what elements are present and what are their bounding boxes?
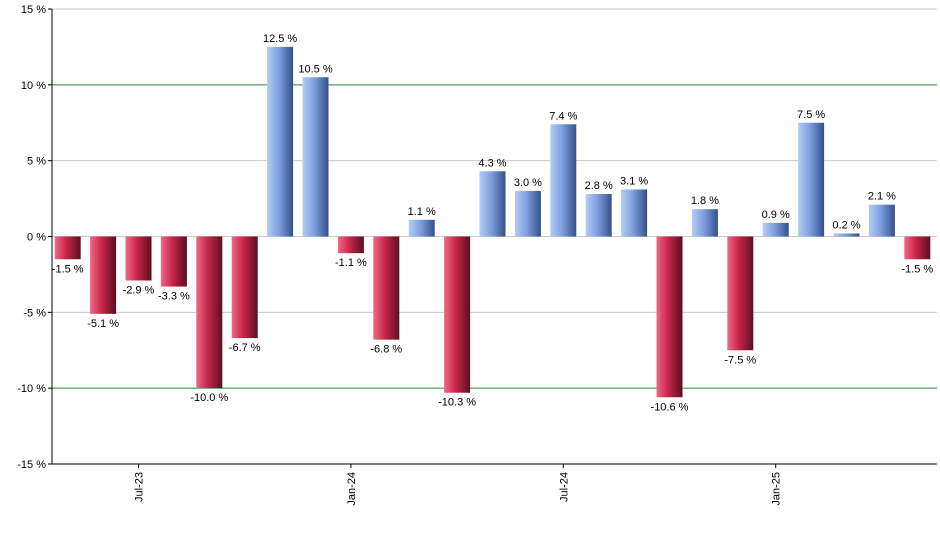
y-tick-label: 15 % xyxy=(21,4,46,16)
bars xyxy=(54,46,931,398)
bar xyxy=(196,236,223,389)
bar xyxy=(54,236,81,260)
bar xyxy=(408,219,435,237)
data-label: -6.7 % xyxy=(229,342,261,354)
data-label: -3.3 % xyxy=(158,291,190,303)
data-label: 1.8 % xyxy=(691,195,719,207)
data-label: -5.1 % xyxy=(87,318,119,330)
data-label: 0.9 % xyxy=(762,209,790,221)
data-label: -2.9 % xyxy=(123,284,155,296)
y-tick-label: -10 % xyxy=(17,383,46,395)
bar xyxy=(302,77,329,237)
data-label: -7.5 % xyxy=(724,354,756,366)
data-label: 2.1 % xyxy=(868,191,896,203)
y-tick-label: -15 % xyxy=(17,459,46,471)
y-tick-label: 10 % xyxy=(21,80,46,92)
data-labels: -1.5 % -5.1 % -2.9 %-3.3 % -10.0 % -6.7 % 12.… xyxy=(52,33,934,413)
bar xyxy=(798,122,825,237)
bar xyxy=(90,236,117,314)
data-label: -10.3 % xyxy=(438,397,476,409)
y-tick-label: 5 % xyxy=(27,156,46,168)
bar xyxy=(656,236,683,398)
bar xyxy=(231,236,258,339)
data-label: 10.5 % xyxy=(298,63,332,75)
bar xyxy=(267,46,294,237)
x-tick-label: Jul-24 xyxy=(558,472,570,502)
x-tick-label: Jul-23 xyxy=(134,472,146,502)
data-label: 12.5 % xyxy=(263,33,297,45)
data-label: -1.1 % xyxy=(335,257,367,269)
data-label: -1.5 % xyxy=(52,263,84,275)
data-label: -1.5 % xyxy=(901,263,933,275)
y-tick-label: 0 % xyxy=(27,232,46,244)
bar xyxy=(762,222,789,237)
bar xyxy=(337,236,364,254)
bar xyxy=(621,189,648,237)
bar xyxy=(514,191,541,237)
bar xyxy=(904,236,931,260)
bar xyxy=(160,236,187,287)
x-tick-label: Jan-25 xyxy=(771,472,783,506)
bar xyxy=(444,236,471,393)
bar xyxy=(125,236,152,281)
bar xyxy=(550,124,577,237)
y-tick-label: -5 % xyxy=(23,307,46,319)
bar xyxy=(868,204,895,237)
data-label: 7.4 % xyxy=(549,110,577,122)
data-label: 2.8 % xyxy=(585,180,613,192)
bar xyxy=(479,171,506,237)
bar xyxy=(373,236,400,340)
bar xyxy=(833,233,860,237)
data-label: 4.3 % xyxy=(478,157,506,169)
bar xyxy=(691,209,718,237)
bar xyxy=(727,236,754,351)
data-label: 3.0 % xyxy=(514,177,542,189)
data-label: 3.1 % xyxy=(620,175,648,187)
axes: 15 % 10 % 5 % 0 % -5 % -10 % -15 % Jul-23 Jan-24… xyxy=(17,4,937,506)
data-label: 0.2 % xyxy=(832,219,860,231)
bar xyxy=(585,194,612,237)
data-label: 7.5 % xyxy=(797,109,825,121)
x-tick-label: Jan-24 xyxy=(346,472,358,506)
data-label: -6.8 % xyxy=(370,344,402,356)
data-label: 1.1 % xyxy=(408,206,436,218)
data-label: -10.6 % xyxy=(651,401,689,413)
data-label: -10.0 % xyxy=(190,392,228,404)
